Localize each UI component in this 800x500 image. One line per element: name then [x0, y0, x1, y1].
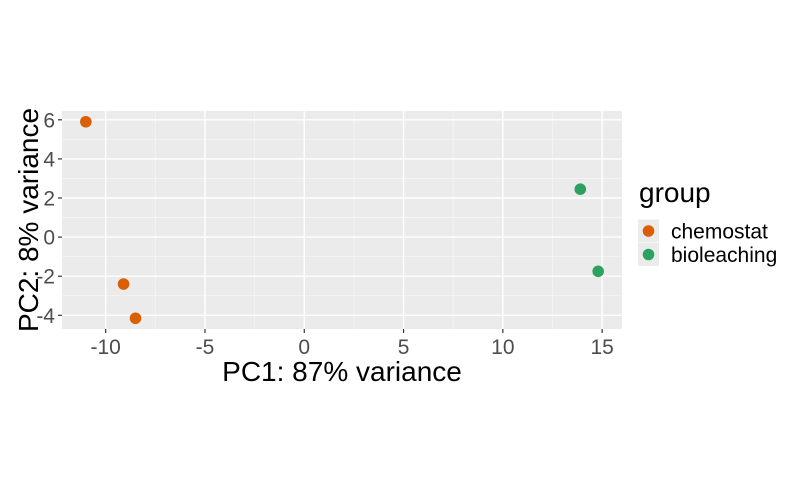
- y-tick-label: 4: [43, 148, 55, 171]
- x-tick-label: 5: [398, 336, 410, 359]
- legend-title: group: [639, 177, 711, 208]
- y-tick-label: 6: [43, 109, 55, 132]
- data-point-chemostat: [80, 115, 92, 128]
- x-axis-ticks: -10 -5 0 5 10 15: [91, 329, 614, 359]
- legend-label-chemostat: chemostat: [671, 221, 768, 244]
- data-point-bioleaching: [574, 183, 587, 196]
- data-point-chemostat: [117, 278, 130, 290]
- y-tick-label: 2: [43, 188, 55, 211]
- major-gridlines: [62, 111, 622, 329]
- y-axis-ticks: -4 -2 0 2 4 6: [36, 109, 62, 328]
- y-tick-label: 0: [43, 227, 55, 250]
- x-tick-label: -5: [196, 336, 215, 359]
- x-tick-label: 0: [298, 336, 310, 359]
- y-tick-label: -4: [36, 305, 55, 328]
- minor-gridlines: [62, 111, 622, 329]
- x-tick-label: -10: [91, 336, 121, 359]
- y-tick-label: -2: [36, 266, 55, 289]
- legend-key-chemostat: [642, 225, 655, 237]
- plot-panel: [62, 111, 622, 329]
- data-points: [80, 115, 604, 325]
- y-axis-title: PC2: 8% variance: [13, 108, 44, 332]
- legend-key-bioleaching: [642, 248, 655, 261]
- data-point-chemostat: [129, 312, 142, 325]
- x-tick-label: 15: [590, 336, 613, 359]
- legend-label-bioleaching: bioleaching: [671, 244, 777, 267]
- x-tick-label: 10: [491, 336, 514, 359]
- x-axis-title: PC1: 87% variance: [222, 356, 462, 387]
- data-point-bioleaching: [592, 265, 604, 278]
